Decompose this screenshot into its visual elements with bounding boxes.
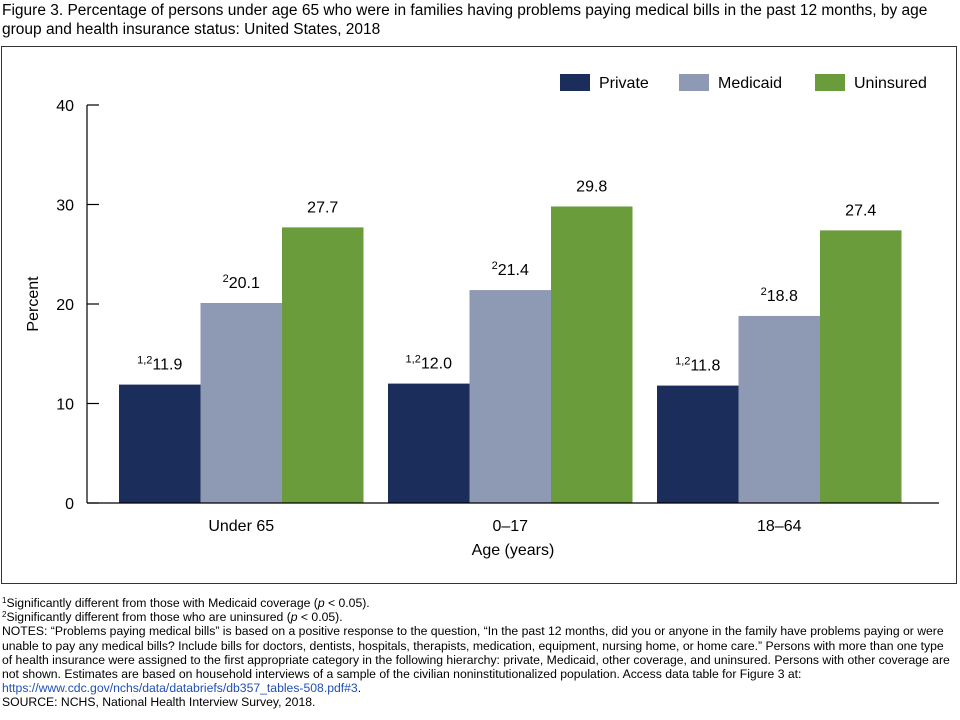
y-axis-title: Percent: [25, 276, 42, 332]
data-label-0-17-uninsured: 29.8: [576, 178, 607, 195]
data-table-link[interactable]: https://www.cdc.gov/nchs/data/databriefs…: [2, 681, 358, 696]
bar-under-65-medicaid: [200, 303, 282, 503]
bar-under-65-uninsured: [282, 227, 364, 503]
data-label-18-64-uninsured: 27.4: [845, 202, 876, 219]
data-label-0-17-medicaid: 221.4: [492, 260, 529, 279]
bar-18-64-private: [657, 385, 739, 503]
source-text: SOURCE: NCHS, National Health Interview …: [2, 695, 316, 710]
data-label-18-64-medicaid: 218.8: [761, 286, 798, 305]
bar-0-17-uninsured: [551, 206, 633, 504]
legend-label-uninsured: Uninsured: [854, 75, 927, 92]
x-tick-label-0-17: 0–17: [492, 518, 528, 535]
y-tick-label-0: 0: [65, 496, 74, 513]
bar-under-65-private: [119, 384, 201, 503]
data-labels: 1,211.9 220.1 27.7 1,212.0 221.4 29.8 1,211.8 2…: [137, 178, 876, 374]
x-axis: Under 65 0–17 18–64 Age (years): [87, 502, 939, 559]
data-label-under-65-uninsured: 27.7: [307, 199, 338, 216]
legend-swatch-private: [560, 74, 590, 91]
chart-frame: Private Medicaid Uninsured 0 10 20 30 40 Percen…: [1, 46, 957, 584]
legend-label-medicaid: Medicaid: [718, 75, 782, 92]
data-label-18-64-private: 1,211.8: [675, 356, 720, 375]
notes-section: 1Significantly different from those with…: [2, 596, 956, 710]
figure-title: Figure 3. Percentage of persons under ag…: [2, 2, 928, 38]
data-label-0-17-private: 1,212.0: [406, 354, 453, 373]
y-tick-label-30: 30: [56, 198, 74, 215]
legend-label-private: Private: [599, 75, 649, 92]
x-axis-title: Age (years): [472, 542, 555, 559]
x-tick-label-under-65: Under 65: [208, 518, 274, 535]
footnote-1: 1Significantly different from those with…: [2, 596, 370, 610]
data-label-under-65-medicaid: 220.1: [223, 273, 260, 292]
legend-swatch-medicaid: [679, 74, 709, 91]
y-axis: 0 10 20 30 40 Percent: [25, 98, 99, 513]
bar-18-64-uninsured: [820, 230, 902, 503]
y-tick-label-40: 40: [56, 98, 74, 115]
notes-text: NOTES: “Problems paying medical bills” i…: [2, 624, 950, 696]
bars: [119, 206, 902, 504]
bar-0-17-medicaid: [469, 290, 551, 503]
footnote-2: 2Significantly different from those who …: [2, 610, 343, 625]
legend: Private Medicaid Uninsured: [560, 74, 927, 92]
data-label-under-65-private: 1,211.9: [137, 355, 182, 374]
bar-chart: Private Medicaid Uninsured 0 10 20 30 40 Percen…: [25, 74, 939, 559]
y-tick-label-10: 10: [56, 397, 74, 414]
x-tick-label-18-64: 18–64: [757, 518, 802, 535]
legend-swatch-uninsured: [815, 74, 845, 91]
y-tick-label-20: 20: [56, 297, 74, 314]
bar-0-17-private: [388, 383, 470, 503]
bar-18-64-medicaid: [738, 315, 820, 503]
